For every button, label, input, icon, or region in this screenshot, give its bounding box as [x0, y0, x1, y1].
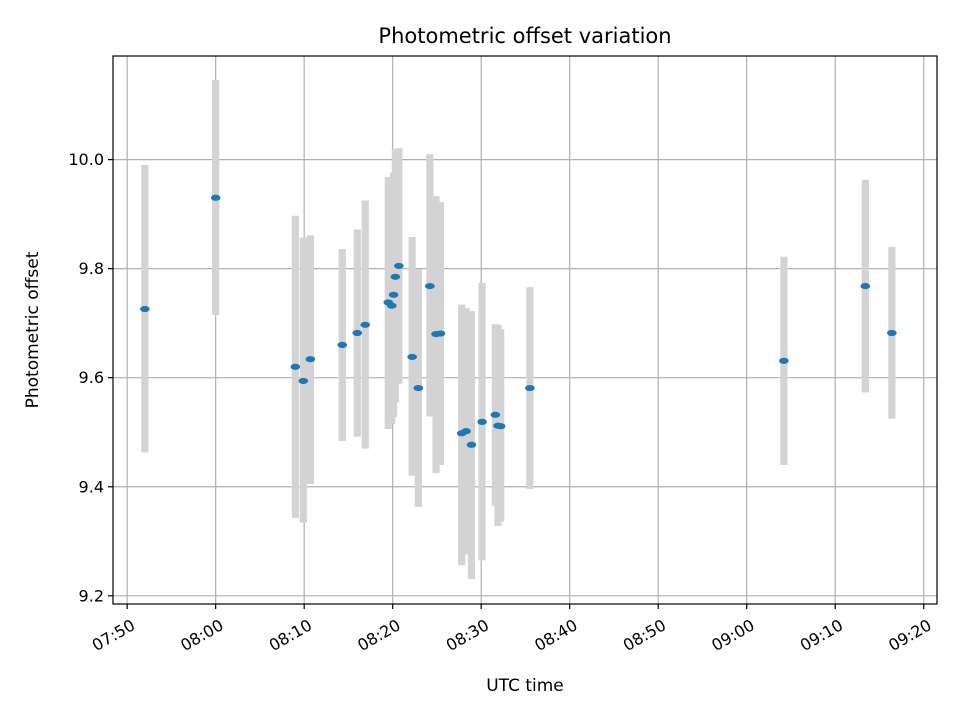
x-axis-title: UTC time: [486, 676, 564, 696]
data-point: [337, 341, 348, 349]
y-tick-label: 9.6: [79, 368, 104, 387]
data-point: [425, 283, 435, 290]
data-point: [435, 330, 446, 337]
data-point: [477, 418, 487, 425]
data-point: [210, 194, 221, 201]
data-point: [466, 441, 477, 448]
data-point: [298, 377, 309, 385]
data-point: [413, 384, 424, 392]
data-point: [394, 262, 404, 270]
data-point: [779, 357, 789, 364]
data-point: [860, 283, 871, 290]
data-point: [461, 428, 471, 435]
data-point: [490, 411, 501, 418]
plot-frame: [112, 55, 938, 605]
data-points: [140, 194, 897, 448]
y-tick-label: 10.0: [68, 150, 104, 169]
data-point: [388, 291, 399, 298]
data-point: [887, 329, 897, 337]
y-tick-label: 9.4: [79, 477, 104, 496]
y-axis-title: Photometric offset: [23, 251, 43, 408]
grid: [113, 56, 937, 604]
chart-title: Photometric offset variation: [378, 24, 671, 48]
data-point: [495, 423, 506, 430]
y-tick-label: 9.8: [79, 259, 104, 278]
data-point: [290, 363, 301, 370]
data-point: [360, 321, 371, 328]
data-point: [140, 305, 150, 313]
data-point: [386, 302, 397, 309]
data-point: [390, 273, 401, 280]
data-point: [525, 384, 535, 392]
data-point: [305, 356, 316, 363]
y-axis-ticks: 9.2 9.4 9.6 9.8 10.0: [68, 150, 113, 605]
data-point: [407, 353, 417, 361]
data-point: [352, 329, 363, 337]
y-tick-label: 9.2: [79, 586, 104, 605]
